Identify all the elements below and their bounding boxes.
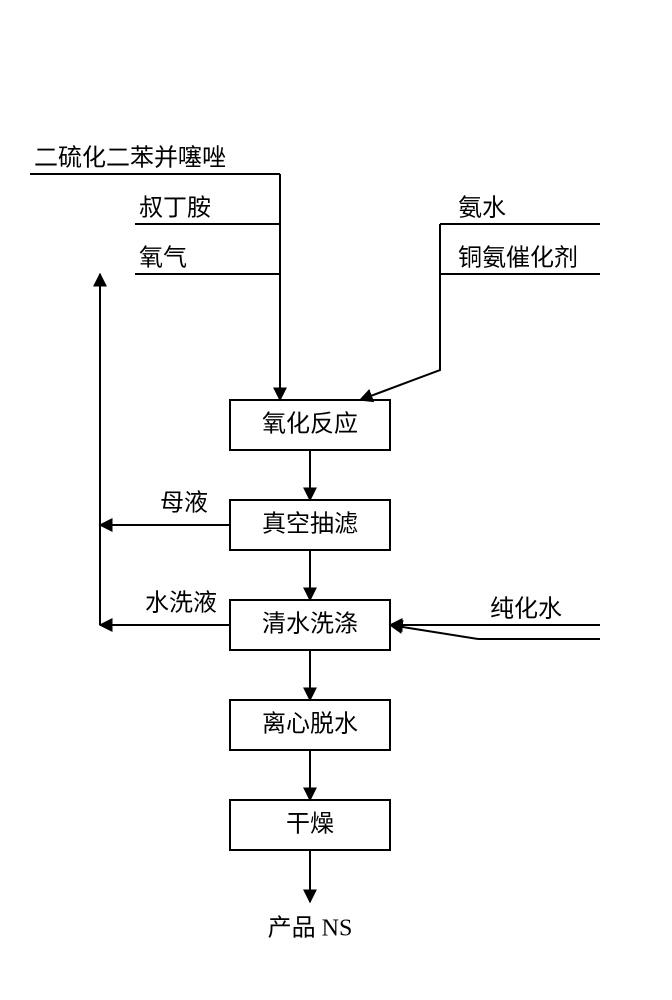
recycle-label-r1: 母液 xyxy=(160,490,208,517)
flowchart: 氧化反应真空抽滤清水洗涤离心脱水干燥产品 NS 二硫化二苯并噻唑叔丁胺氧气 氨水铜氨… xyxy=(0,0,672,1000)
input-label-i1: 二硫化二苯并噻唑 xyxy=(34,145,226,172)
edge-purewater-n3 xyxy=(390,625,478,639)
process-label-n4: 离心脱水 xyxy=(262,711,358,738)
process-label-n3: 清水洗涤 xyxy=(262,611,358,638)
input-label-i5: 铜氨催化剂 xyxy=(458,245,578,272)
recycle-label-r2: 水洗液 xyxy=(145,590,217,617)
process-label-n5: 干燥 xyxy=(286,811,334,838)
process-label-n1: 氧化反应 xyxy=(262,411,358,438)
input-label-i4: 氨水 xyxy=(458,195,506,222)
input-label-i6: 纯化水 xyxy=(490,596,562,623)
output-label: 产品 NS xyxy=(268,915,353,942)
right-bus xyxy=(360,224,440,400)
input-label-i2: 叔丁胺 xyxy=(139,195,211,222)
process-label-n2: 真空抽滤 xyxy=(262,511,358,538)
input-label-i3: 氧气 xyxy=(139,245,187,272)
